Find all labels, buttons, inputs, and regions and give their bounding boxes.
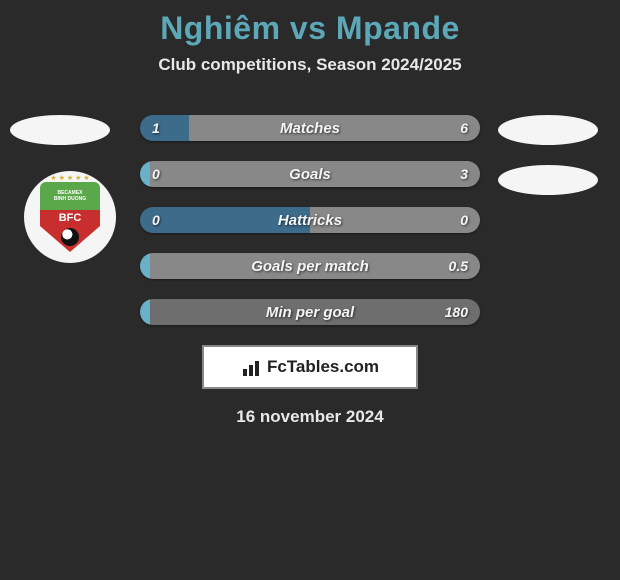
soccer-ball-icon	[61, 228, 79, 246]
player-right-club	[498, 165, 598, 195]
stat-label: Min per goal	[140, 299, 480, 325]
stat-row: Hattricks0 0	[140, 207, 480, 233]
stat-value-right: 0	[460, 207, 468, 233]
stat-value-right: 180	[445, 299, 468, 325]
stat-value-left: 0	[152, 161, 160, 187]
page-subtitle: Club competitions, Season 2024/2025	[0, 55, 620, 75]
stat-label: Goals	[140, 161, 480, 187]
stat-value-right: 3	[460, 161, 468, 187]
fctables-logo-icon	[241, 358, 263, 376]
player-left-club-badge: ★ ★ ★ ★ ★ BECAMEX BINH DUONG BFC	[24, 171, 116, 263]
stat-row: Goals per match0.5	[140, 253, 480, 279]
stat-row: Matches1 6	[140, 115, 480, 141]
stat-value-left: 1	[152, 115, 160, 141]
stat-row: Min per goal180	[140, 299, 480, 325]
badge-stars-icon: ★ ★ ★ ★ ★	[40, 174, 100, 182]
player-right-avatar	[498, 115, 598, 145]
stat-row: Goals0 3	[140, 161, 480, 187]
page-title: Nghiêm vs Mpande	[0, 0, 620, 47]
stat-label: Matches	[140, 115, 480, 141]
stat-value-right: 6	[460, 115, 468, 141]
stat-label: Hattricks	[140, 207, 480, 233]
stat-value-right: 0.5	[449, 253, 468, 279]
stat-label: Goals per match	[140, 253, 480, 279]
infographic-date: 16 november 2024	[0, 407, 620, 427]
badge-code: BFC	[40, 210, 100, 226]
brand-text: FcTables.com	[267, 357, 379, 377]
content-area: ★ ★ ★ ★ ★ BECAMEX BINH DUONG BFC Matches…	[0, 115, 620, 427]
badge-top: BECAMEX BINH DUONG	[40, 182, 100, 210]
stat-bars: Matches16Goals03Hattricks00Goals per mat…	[140, 115, 480, 325]
player-left-avatar	[10, 115, 110, 145]
stat-value-left: 0	[152, 207, 160, 233]
badge-line2: BINH DUONG	[54, 196, 86, 202]
brand-box: FcTables.com	[202, 345, 418, 389]
